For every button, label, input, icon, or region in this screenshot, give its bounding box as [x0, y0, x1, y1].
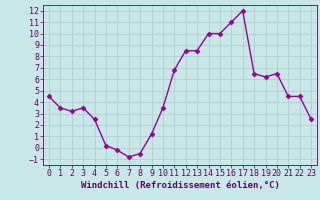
X-axis label: Windchill (Refroidissement éolien,°C): Windchill (Refroidissement éolien,°C) [81, 181, 279, 190]
